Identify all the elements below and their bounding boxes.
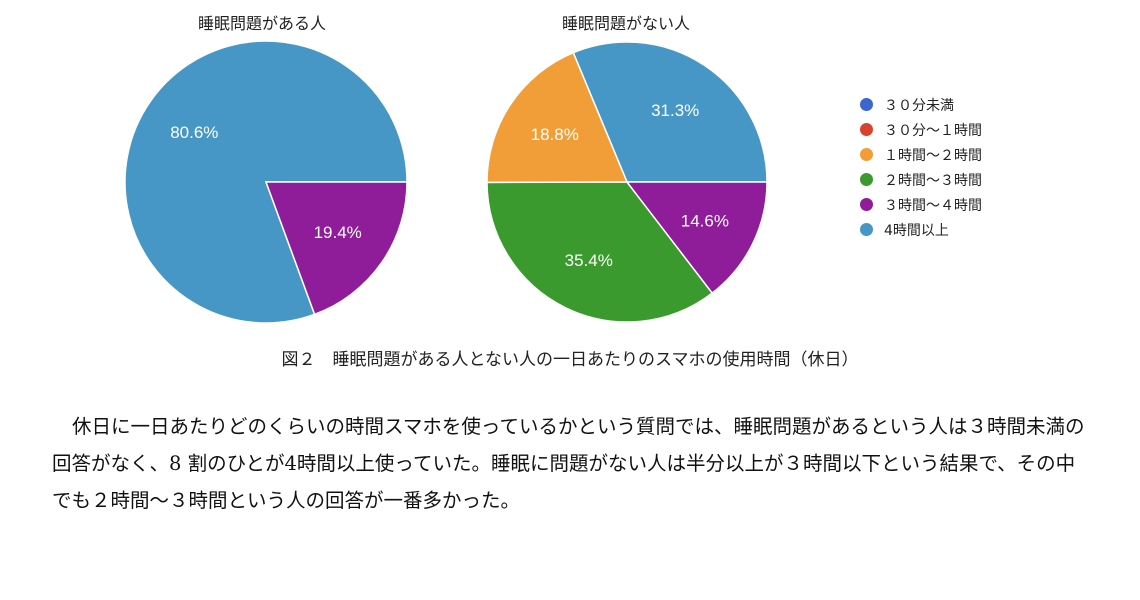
legend: ３０分未満 ３０分～１時間 １時間～２時間 ２時間～３時間 ３時間～４時間 4時間以上 <box>860 92 982 242</box>
legend-swatch <box>860 198 873 211</box>
legend-label: １時間～２時間 <box>884 147 982 164</box>
legend-label: ３０分～１時間 <box>884 122 982 139</box>
chart-title-sleep-problem: 睡眠問題がある人 <box>197 14 327 33</box>
legend-label: ３時間～４時間 <box>884 197 982 214</box>
body-paragraph: 休日に一日あたりどのくらいの時間スマホを使っているかという質問では、睡眠問題があ… <box>52 415 1085 512</box>
legend-label: ３０分未満 <box>884 97 954 114</box>
pie-charts: 80.6% 19.4% 31.3% 18.8% 35.4% 14.6% <box>124 40 768 324</box>
figure-caption: 図２ 睡眠問題がある人とない人の一日あたりのスマホの使用時間（休日） <box>281 350 859 370</box>
legend-swatch <box>860 123 873 136</box>
legend-item: １時間～２時間 <box>860 142 982 167</box>
slice-label: 31.3% <box>651 101 699 120</box>
legend-label: ２時間～３時間 <box>884 172 982 189</box>
chart-title-no-sleep-problem: 睡眠問題がない人 <box>561 14 691 33</box>
pie-slice <box>572 41 768 183</box>
slice-label: 14.6% <box>681 211 729 230</box>
pie-no-sleep-problem: 31.3% 18.8% 35.4% 14.6% <box>486 41 768 323</box>
slice-label: 18.8% <box>531 125 579 144</box>
legend-item: ３０分未満 <box>860 92 982 117</box>
legend-item: ３０分～１時間 <box>860 117 982 142</box>
legend-item: ２時間～３時間 <box>860 167 982 192</box>
legend-swatch <box>860 98 873 111</box>
pie-slice <box>264 181 408 316</box>
slice-label: 35.4% <box>565 251 613 270</box>
legend-swatch <box>860 223 873 236</box>
pie-sleep-problem: 80.6% 19.4% <box>124 40 408 324</box>
legend-label: 4時間以上 <box>884 222 949 239</box>
slice-label: 19.4% <box>314 223 362 242</box>
legend-swatch <box>860 173 873 186</box>
pie-slice <box>124 40 408 324</box>
pie-slice <box>625 181 768 295</box>
legend-item: ３時間～４時間 <box>860 192 982 217</box>
pie-slice <box>486 181 714 323</box>
slice-label: 80.6% <box>170 123 218 142</box>
legend-swatch <box>860 148 873 161</box>
legend-item: 4時間以上 <box>860 217 982 242</box>
pie-slice <box>486 51 629 184</box>
